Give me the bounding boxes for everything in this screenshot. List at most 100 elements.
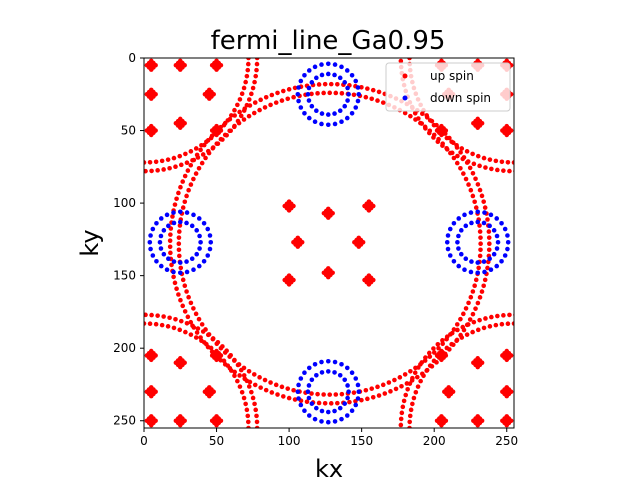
up-spin-point <box>454 337 460 343</box>
y-tick-label: 200 <box>113 341 136 355</box>
up-spin-point <box>199 322 205 327</box>
up-spin-point <box>443 128 449 133</box>
down-spin-point <box>481 259 487 264</box>
up-spin-point <box>186 187 191 193</box>
up-spin-point <box>370 277 376 283</box>
down-spin-point <box>298 78 304 84</box>
up-spin-point <box>291 94 296 100</box>
up-spin-point <box>398 416 404 422</box>
up-spin-point <box>315 391 320 397</box>
down-spin-point <box>201 220 207 226</box>
up-spin-point <box>458 316 463 322</box>
up-spin-point <box>370 87 376 93</box>
down-spin-point <box>349 110 355 116</box>
up-spin-point <box>402 372 408 377</box>
down-spin-point <box>177 270 183 276</box>
up-spin-point <box>500 353 505 358</box>
up-spin-point <box>325 274 331 280</box>
down-spin-point <box>451 220 457 226</box>
up-spin-point <box>251 372 257 377</box>
up-spin-point <box>431 350 437 355</box>
up-spin-point <box>511 160 514 165</box>
up-spin-point <box>376 393 382 398</box>
up-spin-point <box>182 418 187 424</box>
up-spin-point <box>401 398 407 404</box>
up-spin-point <box>459 146 465 151</box>
up-spin-point <box>236 362 242 367</box>
up-spin-point <box>176 292 181 297</box>
up-spin-point <box>188 162 194 168</box>
up-spin-point <box>418 362 423 367</box>
up-spin-point <box>335 400 340 406</box>
up-spin-point <box>500 128 505 133</box>
down-spin-point <box>494 246 500 251</box>
up-spin-point <box>327 392 333 397</box>
down-spin-point <box>456 246 461 251</box>
up-spin-point <box>413 389 419 395</box>
up-spin-point <box>173 120 179 126</box>
up-spin-point <box>292 85 298 91</box>
up-spin-point <box>148 353 154 358</box>
up-spin-point <box>218 62 224 68</box>
down-spin-point <box>458 228 464 233</box>
down-spin-point <box>158 246 164 251</box>
up-spin-point <box>286 282 292 287</box>
legend-marker-up-spin <box>402 73 408 79</box>
up-spin-point <box>322 400 328 406</box>
up-spin-point <box>178 318 184 324</box>
up-spin-point <box>477 229 483 234</box>
down-spin-point <box>177 260 183 265</box>
down-spin-point <box>353 402 359 408</box>
down-spin-point <box>456 216 462 221</box>
down-spin-point <box>325 369 331 374</box>
down-spin-point <box>468 269 474 275</box>
down-spin-point <box>339 416 344 422</box>
up-spin-point <box>434 360 439 365</box>
up-spin-point <box>448 150 453 156</box>
up-spin-point <box>178 265 184 271</box>
down-spin-point <box>314 108 319 114</box>
up-spin-point <box>436 136 441 142</box>
down-spin-point <box>355 85 361 90</box>
up-spin-point <box>508 353 514 358</box>
up-spin-point <box>206 150 212 156</box>
down-spin-point <box>342 103 348 109</box>
up-spin-point <box>439 58 444 64</box>
down-spin-point <box>319 408 325 414</box>
up-spin-point <box>206 385 212 390</box>
up-spin-point <box>434 122 439 128</box>
up-spin-point <box>450 342 456 348</box>
up-spin-point <box>351 92 357 98</box>
up-spin-point <box>153 128 158 133</box>
up-spin-point <box>148 414 154 419</box>
up-spin-point <box>177 223 183 228</box>
up-spin-point <box>369 386 375 391</box>
down-spin-point <box>207 246 213 252</box>
up-spin-point <box>186 294 191 300</box>
down-spin-point <box>346 389 351 395</box>
down-spin-point <box>456 233 461 239</box>
up-spin-point <box>413 365 418 371</box>
up-spin-point <box>475 418 481 424</box>
up-spin-point <box>285 96 291 102</box>
down-spin-point <box>161 251 167 257</box>
up-spin-point <box>211 91 216 97</box>
down-spin-point <box>150 226 156 232</box>
down-spin-point <box>344 413 350 418</box>
up-spin-point <box>206 332 212 337</box>
up-spin-point <box>450 140 456 145</box>
down-spin-point <box>325 409 331 415</box>
up-spin-point <box>214 128 219 133</box>
up-spin-point <box>148 389 154 395</box>
up-spin-point <box>209 62 215 68</box>
up-spin-point <box>177 58 183 64</box>
up-spin-point <box>330 210 335 216</box>
down-spin-point <box>494 263 500 269</box>
down-spin-point <box>189 256 195 262</box>
up-spin-point <box>347 399 352 405</box>
up-spin-point <box>415 384 421 389</box>
down-spin-point <box>475 260 481 265</box>
up-spin-point <box>475 414 481 419</box>
up-spin-point <box>176 235 182 240</box>
up-spin-point <box>486 229 492 234</box>
